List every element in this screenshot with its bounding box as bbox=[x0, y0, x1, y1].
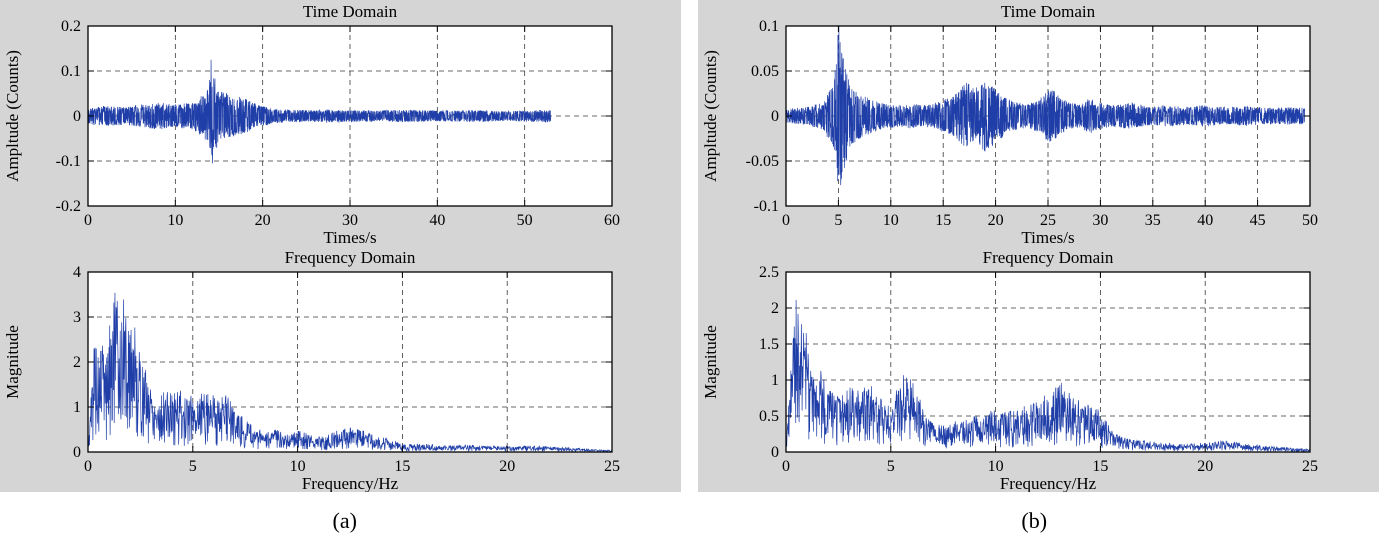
svg-text:-0.1: -0.1 bbox=[754, 198, 779, 215]
svg-text:50: 50 bbox=[517, 212, 533, 229]
svg-text:2: 2 bbox=[771, 300, 779, 317]
svg-text:15: 15 bbox=[935, 212, 951, 229]
svg-text:0.05: 0.05 bbox=[751, 63, 779, 80]
svg-text:45: 45 bbox=[1250, 212, 1266, 229]
svg-text:1: 1 bbox=[73, 399, 81, 416]
caption-b: (b) bbox=[1021, 508, 1048, 533]
svg-text:4: 4 bbox=[73, 264, 81, 281]
svg-text:3: 3 bbox=[73, 309, 81, 326]
svg-text:40: 40 bbox=[429, 212, 445, 229]
svg-text:50: 50 bbox=[1302, 212, 1318, 229]
svg-text:0: 0 bbox=[73, 108, 81, 125]
svg-text:5: 5 bbox=[834, 212, 842, 229]
svg-text:25: 25 bbox=[1040, 212, 1056, 229]
svg-text:25: 25 bbox=[604, 458, 620, 475]
svg-text:20: 20 bbox=[988, 212, 1004, 229]
chart-a-time-domain: 0 10 20 30 40 50 60 -0.2 -0.1 0 0.1 0.2 Time Domain T… bbox=[3, 2, 620, 246]
svg-text:35: 35 bbox=[1145, 212, 1161, 229]
svg-text:Time Domain: Time Domain bbox=[1001, 2, 1096, 21]
svg-text:Time Domain: Time Domain bbox=[303, 2, 398, 21]
svg-text:0: 0 bbox=[782, 458, 790, 475]
svg-text:0: 0 bbox=[84, 458, 92, 475]
svg-text:25: 25 bbox=[1302, 458, 1318, 475]
svg-text:20: 20 bbox=[499, 458, 515, 475]
svg-text:-0.2: -0.2 bbox=[56, 198, 81, 215]
svg-text:5: 5 bbox=[887, 458, 895, 475]
svg-text:0: 0 bbox=[771, 444, 779, 461]
svg-text:20: 20 bbox=[1197, 458, 1213, 475]
svg-text:Frequency/Hz: Frequency/Hz bbox=[1000, 474, 1097, 492]
svg-text:0: 0 bbox=[73, 444, 81, 461]
svg-text:0.1: 0.1 bbox=[61, 63, 81, 80]
chart-b-time-domain: 0 5 10 15 20 25 30 35 40 45 50 -0.1 -0.05 0 0.05 0.1 Tim… bbox=[701, 2, 1318, 246]
svg-text:2.5: 2.5 bbox=[759, 264, 779, 281]
chart-a-frequency-domain: 0 5 10 15 20 25 0 1 2 3 4 Frequency Domain Frequency… bbox=[3, 248, 620, 492]
svg-text:30: 30 bbox=[342, 212, 358, 229]
svg-text:0: 0 bbox=[771, 108, 779, 125]
svg-text:10: 10 bbox=[167, 212, 183, 229]
svg-text:Ampltude (Counts): Ampltude (Counts) bbox=[701, 50, 720, 182]
svg-text:5: 5 bbox=[189, 458, 197, 475]
svg-text:-0.1: -0.1 bbox=[56, 153, 81, 170]
svg-text:Frequency Domain: Frequency Domain bbox=[983, 248, 1114, 267]
svg-text:40: 40 bbox=[1197, 212, 1213, 229]
svg-text:1.5: 1.5 bbox=[759, 336, 779, 353]
panel-b: 0 5 10 15 20 25 30 35 40 45 50 -0.1 -0.05 0 0.05 0.1 Tim… bbox=[698, 0, 1379, 492]
svg-text:Frequency/Hz: Frequency/Hz bbox=[302, 474, 399, 492]
svg-text:30: 30 bbox=[1092, 212, 1108, 229]
svg-text:0.1: 0.1 bbox=[759, 18, 779, 35]
svg-text:Frequency Domain: Frequency Domain bbox=[285, 248, 416, 267]
svg-text:0: 0 bbox=[782, 212, 790, 229]
svg-text:Ampltude (Counts): Ampltude (Counts) bbox=[3, 50, 22, 182]
svg-text:60: 60 bbox=[604, 212, 620, 229]
caption-a: (a) bbox=[332, 508, 357, 533]
svg-text:10: 10 bbox=[988, 458, 1004, 475]
panels-row: 0 10 20 30 40 50 60 -0.2 -0.1 0 0.1 0.2 Time Domain T… bbox=[0, 0, 1379, 492]
svg-text:10: 10 bbox=[883, 212, 899, 229]
svg-text:2: 2 bbox=[73, 354, 81, 371]
captions-row: (a) (b) bbox=[0, 492, 1379, 550]
chart-b-frequency-domain: 0 5 10 15 20 25 0 0.5 1 1.5 2 2.5 Frequency Domain Fr… bbox=[701, 248, 1318, 492]
svg-text:15: 15 bbox=[1092, 458, 1108, 475]
svg-text:Times/s: Times/s bbox=[1021, 228, 1074, 246]
svg-text:20: 20 bbox=[255, 212, 271, 229]
svg-text:0.5: 0.5 bbox=[759, 408, 779, 425]
svg-text:-0.05: -0.05 bbox=[746, 153, 779, 170]
svg-text:0.2: 0.2 bbox=[61, 18, 81, 35]
panel-a: 0 10 20 30 40 50 60 -0.2 -0.1 0 0.1 0.2 Time Domain T… bbox=[0, 0, 681, 492]
svg-text:0: 0 bbox=[84, 212, 92, 229]
svg-text:Times/s: Times/s bbox=[323, 228, 376, 246]
svg-text:1: 1 bbox=[771, 372, 779, 389]
svg-text:10: 10 bbox=[290, 458, 306, 475]
svg-text:Magnitude: Magnitude bbox=[3, 325, 22, 399]
svg-text:15: 15 bbox=[394, 458, 410, 475]
svg-text:Magnitude: Magnitude bbox=[701, 325, 720, 399]
